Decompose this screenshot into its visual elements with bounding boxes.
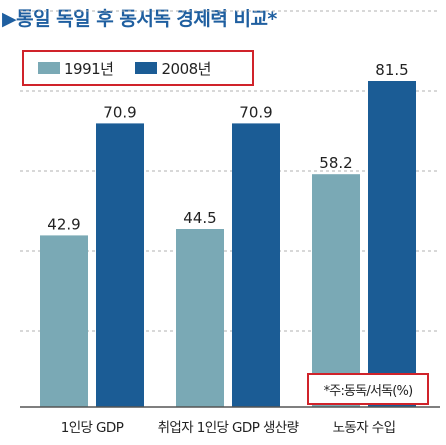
- legend-label-1991: 1991년: [64, 59, 114, 78]
- value-label: 44.5: [183, 209, 216, 227]
- category-label: 노동자 수입: [333, 420, 396, 436]
- value-label: 81.5: [375, 61, 408, 79]
- legend-item-1991: 1991년: [38, 58, 114, 79]
- legend-label-2008: 2008년: [161, 59, 211, 78]
- value-label: 42.9: [47, 215, 80, 233]
- bar-2008년-1: [232, 123, 280, 408]
- bar-2008년-0: [96, 123, 144, 408]
- value-label: 58.2: [319, 154, 352, 172]
- bar-1991년-1: [176, 229, 224, 407]
- legend-swatch-1991: [38, 62, 60, 74]
- value-label: 70.9: [239, 103, 272, 121]
- value-label: 70.9: [103, 103, 136, 121]
- category-label: 1인당 GDP: [61, 420, 124, 436]
- bar-2008년-2: [368, 81, 416, 407]
- bar-1991년-2: [312, 174, 360, 407]
- legend-item-2008: 2008년: [135, 58, 211, 79]
- footnote: *주:동독/서독(%): [307, 373, 429, 405]
- category-label: 취업자 1인당 GDP 생산량: [158, 420, 299, 436]
- legend: 1991년 2008년: [22, 50, 254, 86]
- chart-title: ▶통일 독일 후 동서독 경제력 비교*: [2, 8, 277, 30]
- legend-swatch-2008: [135, 62, 158, 74]
- bar-1991년-0: [40, 235, 88, 407]
